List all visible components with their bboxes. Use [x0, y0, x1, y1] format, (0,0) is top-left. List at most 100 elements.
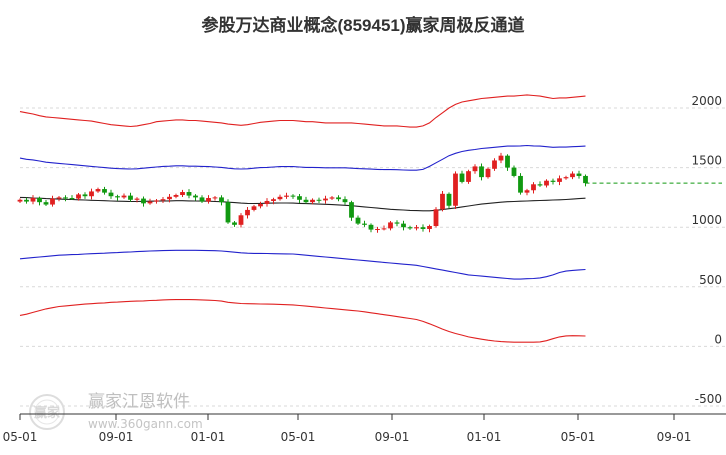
chart-title: 参股万达商业概念(859451)赢家周极反通道 — [201, 15, 524, 35]
candle-81 — [544, 179, 549, 188]
x-tick-label-4: 09-01 — [375, 430, 410, 444]
candle-31 — [219, 195, 224, 206]
candle-50 — [342, 196, 348, 205]
candle-38 — [264, 198, 270, 207]
candle-13 — [102, 186, 107, 195]
candle-0 — [17, 198, 23, 204]
y-tick-label-1: 1500 — [691, 154, 722, 168]
watermark-url: www.360gann.com — [88, 417, 203, 431]
candle-6 — [56, 195, 62, 202]
candle-24 — [173, 193, 179, 199]
candle-44 — [303, 196, 309, 204]
candle-69 — [466, 169, 471, 184]
y-tick-label-0: 2000 — [691, 94, 722, 108]
candle-63 — [427, 224, 432, 233]
candle-36 — [251, 204, 257, 212]
candle-35 — [245, 207, 250, 219]
candle-32 — [225, 199, 231, 224]
candle-78 — [524, 188, 530, 196]
y-tick-label-3: 500 — [699, 273, 722, 287]
x-tick-label-3: 05-01 — [281, 430, 316, 444]
candle-8 — [69, 195, 75, 201]
candle-21 — [154, 198, 159, 204]
candle-27 — [193, 194, 198, 201]
candle-3 — [37, 196, 42, 206]
candle-72 — [485, 167, 491, 179]
candle-37 — [258, 201, 263, 209]
candle-20 — [147, 198, 153, 205]
candle-73 — [492, 158, 497, 171]
x-tick-label-2: 01-01 — [191, 430, 226, 444]
candle-22 — [160, 197, 166, 204]
candle-87 — [583, 174, 588, 187]
candle-9 — [76, 192, 81, 201]
candle-76 — [511, 165, 517, 178]
candle-61 — [414, 225, 419, 231]
candle-1 — [24, 197, 29, 204]
inner-upper-band — [19, 144, 586, 171]
candle-23 — [167, 193, 172, 203]
middle-line — [19, 196, 586, 212]
candle-11 — [89, 188, 94, 200]
candle-82 — [550, 178, 556, 185]
candle-43 — [297, 194, 302, 204]
candlesticks — [17, 152, 588, 233]
candle-39 — [271, 197, 276, 205]
candle-18 — [134, 197, 140, 203]
candle-55 — [375, 226, 380, 233]
x-tick-label-6: 05-01 — [561, 430, 596, 444]
candle-12 — [95, 187, 101, 193]
y-tick-label-2: 1000 — [691, 213, 722, 227]
y-axis-labels: 2000 1500 1000 500 0 -500 — [691, 94, 722, 406]
candle-45 — [310, 198, 315, 205]
watermark-logo-text: 赢家 — [34, 405, 61, 421]
candle-30 — [212, 195, 218, 201]
candle-26 — [186, 189, 192, 199]
candle-59 — [401, 220, 406, 231]
candle-57 — [388, 221, 393, 231]
candle-56 — [381, 225, 387, 231]
candle-49 — [336, 195, 341, 202]
candle-2 — [30, 195, 36, 205]
candle-77 — [518, 173, 523, 195]
candle-5 — [50, 195, 55, 207]
watermark-logo: 赢家 — [29, 394, 65, 430]
candle-79 — [531, 182, 536, 194]
candle-42 — [290, 194, 296, 199]
x-axis-labels: 05-01 09-01 01-01 05-01 09-01 01-01 05-01 09-01 — [3, 430, 692, 444]
candle-4 — [43, 200, 49, 206]
watermark: 赢家 赢家江恩软件 www.360gann.com — [29, 392, 203, 431]
candle-74 — [498, 152, 504, 164]
candle-48 — [329, 195, 335, 201]
candle-64 — [433, 207, 439, 228]
candle-83 — [557, 175, 562, 186]
candle-47 — [323, 195, 328, 204]
candle-75 — [505, 154, 510, 171]
candle-80 — [537, 181, 543, 187]
x-tick-label-0: 05-01 — [3, 430, 38, 444]
x-tick-label-7: 09-01 — [657, 430, 692, 444]
candle-62 — [420, 224, 426, 232]
candle-58 — [394, 220, 400, 227]
candle-15 — [115, 194, 120, 201]
outer-upper-band — [19, 94, 586, 128]
candle-10 — [82, 192, 88, 199]
watermark-brand: 赢家江恩软件 — [88, 392, 190, 412]
candle-53 — [362, 220, 367, 227]
candle-40 — [277, 194, 283, 201]
channel-lines — [19, 94, 586, 343]
candle-29 — [206, 195, 211, 204]
candle-33 — [232, 221, 237, 227]
candle-19 — [141, 196, 146, 207]
candle-60 — [407, 225, 413, 230]
candle-84 — [563, 175, 569, 180]
candle-68 — [459, 170, 465, 184]
x-tick-label-5: 01-01 — [467, 430, 502, 444]
candle-25 — [180, 189, 185, 198]
candle-46 — [316, 197, 322, 204]
candle-66 — [446, 192, 452, 209]
candle-85 — [570, 171, 575, 180]
candle-86 — [576, 170, 582, 179]
